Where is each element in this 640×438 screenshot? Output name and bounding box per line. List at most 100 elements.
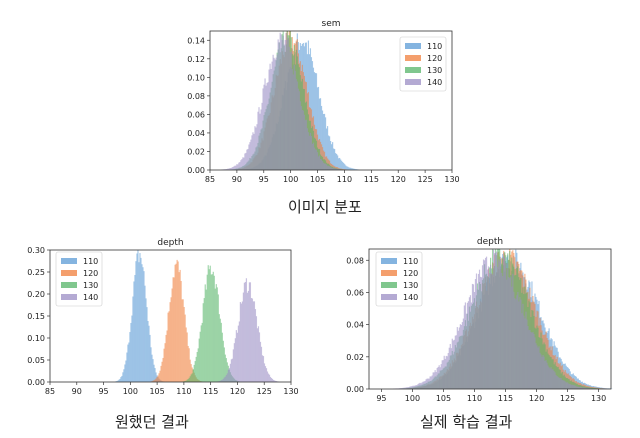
histogram-bar	[476, 289, 479, 389]
histogram-bar	[270, 68, 272, 170]
histogram-bar	[343, 169, 345, 170]
histogram-bar	[223, 377, 225, 382]
histogram-bar	[290, 51, 292, 171]
x-tick-label: 100	[405, 394, 420, 403]
histogram-bar	[509, 278, 511, 389]
histogram-bar	[260, 346, 263, 382]
histogram-bar	[117, 380, 119, 382]
histogram-bar	[517, 291, 519, 389]
y-tick-label: 0.00	[346, 385, 364, 394]
histogram-bar	[354, 168, 356, 170]
histogram-bar	[247, 290, 250, 382]
legend: 110 120 130 140	[399, 36, 447, 92]
histogram-bar	[230, 167, 232, 170]
histogram-bar	[530, 332, 532, 389]
histogram-bar	[152, 359, 154, 382]
histogram-bar	[314, 73, 317, 170]
histogram-bar	[287, 37, 289, 171]
histogram-bar	[150, 347, 152, 382]
legend-box	[399, 36, 447, 92]
histogram-bar	[537, 347, 539, 389]
histogram-bar	[435, 372, 437, 389]
histogram-bar	[494, 253, 496, 389]
histogram-bar	[276, 54, 278, 170]
histogram-bar	[575, 383, 577, 389]
histogram-bar	[347, 166, 349, 170]
histogram-bar	[186, 332, 188, 382]
histogram-bar	[184, 380, 186, 382]
histogram-bar	[209, 265, 211, 382]
histogram-bar	[228, 368, 230, 382]
histogram-bar	[237, 164, 239, 170]
histogram-bar	[408, 387, 410, 389]
histogram-bar	[444, 358, 446, 389]
x-tick-label: 85	[205, 175, 215, 184]
histogram-bar	[341, 168, 343, 170]
histogram-bar	[274, 380, 277, 382]
y-tick-label: 0.06	[346, 288, 364, 297]
histogram-bar	[425, 379, 427, 389]
histogram-bar	[213, 275, 215, 382]
histogram-bar	[336, 168, 338, 170]
histogram-bar	[594, 388, 597, 389]
histogram-bar	[503, 256, 505, 389]
legend-box	[55, 251, 103, 307]
histogram-bar	[583, 387, 585, 389]
x-tick-label: 115	[498, 394, 513, 403]
y-tick-label: 0.14	[187, 36, 205, 45]
histogram-bar	[289, 52, 291, 170]
histogram-bar	[566, 382, 568, 389]
histogram-bar	[293, 64, 295, 170]
histogram-bar	[306, 128, 309, 170]
x-tick-label: 105	[310, 175, 325, 184]
histogram-bar	[155, 372, 157, 382]
legend-label: 130	[403, 281, 418, 290]
histogram-bar	[325, 128, 328, 170]
histogram-bar	[568, 383, 570, 389]
histogram-bar	[511, 286, 513, 389]
histogram-bar	[220, 380, 222, 382]
histogram-bar	[221, 379, 223, 382]
histogram-bar	[314, 149, 317, 170]
histogram-bar	[178, 272, 180, 382]
histogram-bar	[337, 155, 339, 170]
histogram-bar	[155, 378, 157, 382]
histogram-bar	[451, 338, 453, 389]
histogram-bar	[319, 158, 322, 170]
histogram-bar	[428, 378, 430, 389]
histogram-bar	[331, 167, 333, 170]
histogram-bar	[448, 347, 450, 389]
histogram-bar	[519, 297, 521, 389]
histogram-bar	[182, 299, 184, 382]
histogram-bar	[543, 356, 545, 389]
x-tick-label: 110	[337, 175, 352, 184]
legend-swatch	[381, 294, 397, 300]
histogram-bar	[321, 161, 324, 170]
x-tick-label: 130	[283, 387, 298, 396]
histogram-bar	[442, 360, 444, 389]
legend-swatch	[405, 55, 421, 61]
histogram-bar	[355, 169, 357, 170]
histogram-bar	[514, 298, 516, 389]
legend-swatch	[405, 67, 421, 73]
histogram-bar	[254, 309, 257, 382]
histogram-bar	[154, 368, 156, 382]
histogram-bar	[349, 167, 351, 170]
histogram-bar	[310, 136, 313, 170]
histogram-bar	[273, 57, 275, 170]
chart-0: sem 85 90 95 100 105 110 115 120 125 130 0.00 0.02 0.…	[187, 19, 459, 184]
x-tick-label: 110	[176, 387, 191, 396]
histogram-bar	[485, 256, 488, 389]
legend-swatch	[405, 43, 421, 49]
histogram-bar	[536, 345, 538, 389]
histogram-bar	[430, 376, 432, 389]
histogram-bar	[341, 160, 343, 170]
histogram-bar	[251, 298, 254, 382]
histogram-bar	[436, 368, 438, 389]
legend-swatch	[381, 258, 397, 264]
histogram-bar	[574, 385, 576, 389]
histogram-bar	[238, 321, 240, 382]
histogram-bar	[291, 68, 293, 170]
histogram-bar	[266, 371, 269, 382]
x-tick-label: 90	[232, 175, 242, 184]
